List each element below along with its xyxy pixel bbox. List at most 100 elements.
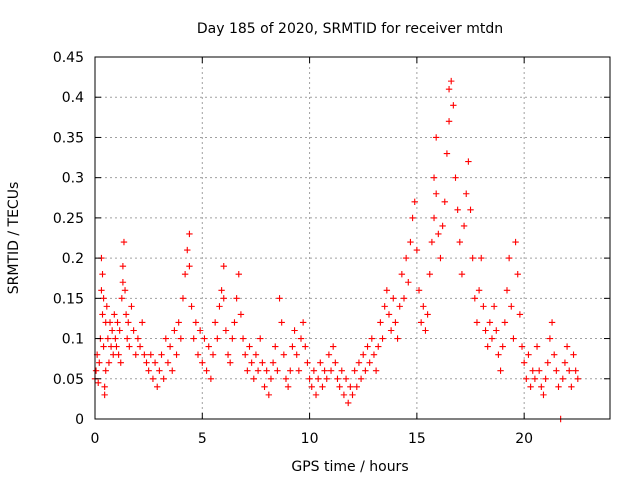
data-point: [538, 383, 545, 391]
data-point: [156, 367, 163, 374]
data-point: [110, 351, 117, 358]
data-point: [188, 303, 195, 310]
data-point: [574, 375, 582, 382]
data-point: [295, 367, 303, 374]
data-point: [278, 319, 285, 326]
data-point: [448, 77, 455, 85]
data-point: [435, 230, 442, 238]
data-point: [450, 102, 457, 109]
data-point: [205, 343, 212, 350]
data-point: [514, 271, 521, 278]
data-point: [342, 375, 350, 382]
data-point: [372, 367, 380, 374]
data-point: [218, 287, 225, 294]
data-point: [512, 238, 519, 246]
data-point: [237, 311, 245, 318]
data-point: [130, 327, 137, 334]
data-point: [122, 311, 130, 318]
data-point: [387, 327, 395, 334]
data-point: [267, 375, 275, 382]
data-point: [394, 335, 401, 342]
grid-layer: [95, 57, 610, 419]
data-point: [173, 351, 180, 358]
data-point: [422, 327, 429, 334]
data-point: [400, 295, 408, 302]
y-tick-label: 0: [75, 412, 84, 428]
data-point: [540, 391, 547, 399]
data-point: [445, 118, 453, 125]
y-tick-label: 0.15: [53, 291, 84, 307]
plot-frame: [94, 56, 611, 420]
data-point: [280, 351, 288, 358]
data-point: [432, 190, 440, 197]
data-point: [111, 311, 118, 318]
data-point: [475, 287, 483, 294]
data-point: [171, 327, 178, 334]
data-point: [263, 367, 270, 374]
data-point: [340, 391, 348, 399]
data-point: [366, 359, 373, 366]
data-point: [458, 271, 466, 278]
data-point: [527, 383, 534, 391]
data-point: [181, 271, 189, 278]
data-point: [497, 367, 504, 374]
y-tick-label: 0.1: [62, 332, 84, 348]
data-point: [559, 375, 566, 382]
data-point: [112, 335, 119, 342]
data-point: [121, 287, 129, 294]
data-point: [115, 351, 122, 358]
data-point: [357, 375, 365, 382]
x-tick-label: 0: [91, 431, 100, 447]
data-point: [100, 343, 107, 350]
data-point: [272, 343, 279, 350]
data-point: [203, 367, 210, 374]
data-point: [220, 295, 227, 302]
data-point: [179, 295, 187, 302]
data-point: [216, 303, 223, 310]
data-point: [113, 343, 120, 350]
data-point: [551, 351, 558, 358]
data-point: [250, 375, 257, 382]
data-point: [570, 351, 577, 358]
data-point: [239, 335, 247, 342]
data-point: [417, 319, 425, 326]
data-point: [402, 254, 410, 262]
data-point: [482, 327, 489, 334]
data-point: [351, 367, 358, 374]
data-point: [186, 262, 193, 270]
data-point: [261, 383, 268, 391]
data-point: [108, 327, 116, 334]
data-point: [555, 383, 562, 391]
data-point: [456, 238, 463, 246]
data-point: [199, 359, 206, 366]
data-point: [535, 367, 543, 374]
data-point: [116, 327, 123, 334]
data-point: [229, 335, 236, 342]
data-point: [310, 367, 318, 374]
data-point: [211, 319, 219, 326]
data-point: [405, 279, 412, 286]
data-point: [430, 214, 438, 222]
data-point: [529, 367, 536, 374]
data-point: [398, 271, 406, 278]
data-points-layer: [91, 77, 582, 423]
data-point: [381, 303, 388, 310]
data-point: [499, 343, 506, 350]
data-point: [377, 319, 384, 326]
data-point: [349, 391, 356, 399]
data-point: [490, 303, 498, 310]
data-point: [143, 359, 150, 366]
data-point: [201, 335, 208, 342]
data-point: [244, 367, 251, 374]
data-point: [149, 375, 157, 382]
data-point: [289, 343, 296, 350]
data-point: [141, 351, 148, 358]
data-point: [390, 295, 397, 302]
data-point: [314, 375, 322, 382]
data-point: [525, 351, 532, 358]
data-point: [471, 295, 479, 302]
data-point: [304, 359, 311, 366]
data-point: [420, 303, 427, 310]
data-point: [235, 271, 242, 278]
